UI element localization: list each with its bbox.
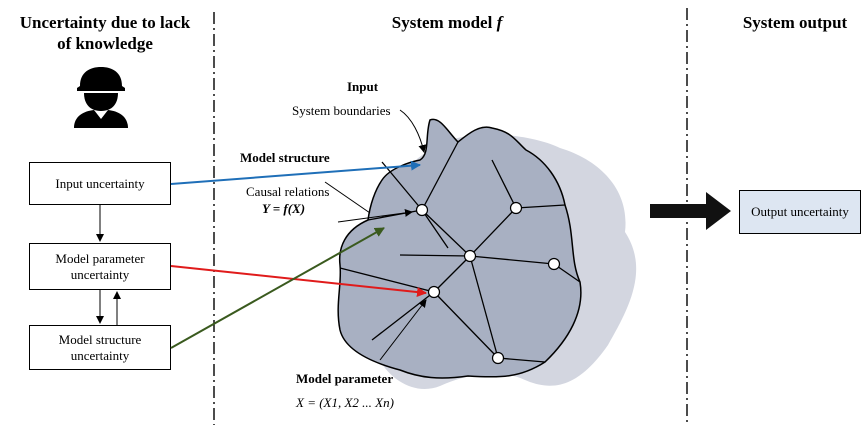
middle-heading-symbol: f (496, 13, 503, 32)
output-uncertainty-box: Output uncertainty (739, 190, 861, 234)
node (427, 285, 441, 299)
model-parameter-uncertainty-line2: uncertainty (70, 266, 130, 282)
right-heading: System output (742, 13, 848, 32)
left-heading-line2: of knowledge (57, 34, 153, 53)
node (509, 201, 523, 215)
left-heading-line1: Uncertainty due to lack (19, 13, 191, 32)
system-boundaries-pointer (399, 109, 427, 153)
network-edges (339, 141, 581, 363)
node (415, 203, 429, 217)
system-boundary-shape (337, 118, 582, 379)
network-nodes (415, 201, 561, 365)
middle-heading: System model f (372, 12, 522, 33)
model-structure-label: Model structure (240, 150, 330, 165)
blue-input-arrow (170, 160, 421, 185)
node (547, 257, 561, 271)
causal-relations-label: Causal relations (246, 184, 330, 199)
system-boundaries-label: System boundaries (292, 103, 391, 118)
model-parameter-pointer (379, 299, 427, 361)
big-right-arrow-icon (650, 192, 731, 230)
model-parameter-uncertainty-line1: Model parameter (55, 250, 145, 266)
model-structure-uncertainty-line1: Model structure (58, 331, 142, 347)
model-parameter-uncertainty-box: Model parameter uncertainty (29, 243, 171, 290)
model-parameter-label: Model parameter (296, 371, 394, 386)
middle-heading-text: System model (391, 13, 493, 32)
model-structure-uncertainty-box: Model structure uncertainty (29, 325, 171, 370)
node (491, 351, 505, 365)
node (463, 249, 477, 263)
input-uncertainty-label: Input uncertainty (55, 175, 145, 191)
left-heading: Uncertainty due to lack of knowledge (0, 12, 210, 54)
causal-relations-pointer (324, 181, 371, 214)
model-structure-uncertainty-line2: uncertainty (70, 347, 130, 363)
output-uncertainty-label: Output uncertainty (751, 204, 849, 219)
red-parameter-arrow (170, 265, 427, 298)
worker-helmet-icon (74, 67, 128, 128)
parameter-vector-label: X = (X1, X2 ... Xn) (296, 395, 394, 410)
causal-equation-pointer (337, 208, 413, 223)
causal-equation-label: Y = f(X) (262, 201, 306, 216)
input-uncertainty-box: Input uncertainty (29, 162, 171, 205)
green-structure-arrow (170, 227, 385, 349)
input-label: Input (347, 79, 379, 94)
